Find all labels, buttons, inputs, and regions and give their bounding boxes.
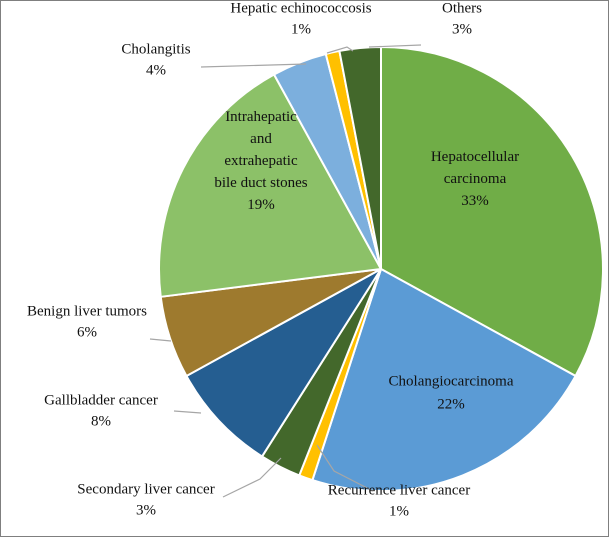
leader-line-2 <box>316 444 374 492</box>
leader-lines <box>149 44 422 498</box>
slice-percent-2: 1% <box>389 504 409 520</box>
slice-label-7: Cholangitis 4% <box>121 42 190 79</box>
pie-slices <box>158 45 604 492</box>
slice-percent-1: 22% <box>437 397 465 413</box>
slice-name-6: and <box>250 131 272 147</box>
slice-label-1: Cholangiocarcinoma 22% <box>389 374 514 413</box>
slice-name-0: carcinoma <box>444 171 507 187</box>
slice-percent-5: 6% <box>77 325 97 341</box>
slice-name-3: Secondary liver cancer <box>77 482 214 498</box>
slice-name-8: Hepatic echinococcosis <box>230 1 371 17</box>
slice-name-6: extrahepatic <box>224 153 298 169</box>
slice-name-5: Benign liver tumors <box>27 304 147 320</box>
slice-name-1: Cholangiocarcinoma <box>389 374 514 390</box>
leader-line-8 <box>326 46 354 54</box>
slice-name-2: Recurrence liver cancer <box>328 483 470 499</box>
slice-label-0: Hepatocellular carcinoma 33% <box>431 149 519 209</box>
leader-line-5 <box>149 338 172 342</box>
slice-percent-9: 3% <box>452 22 472 38</box>
slice-label-6: Intrahepatic and extrahepatic bile duct sto… <box>214 109 307 213</box>
slice-name-6: bile duct stones <box>214 175 307 191</box>
slice-label-9: Others 3% <box>442 1 482 38</box>
slice-name-6: Intrahepatic <box>225 109 297 125</box>
slice-percent-6: 19% <box>247 197 275 213</box>
slice-label-2: Recurrence liver cancer 1% <box>328 483 470 520</box>
slice-label-3: Secondary liver cancer 3% <box>77 482 214 519</box>
leader-line-9 <box>368 44 422 48</box>
leader-line-3 <box>222 457 282 498</box>
leader-line-4 <box>173 410 202 414</box>
pie-slice-6 <box>158 73 383 298</box>
slice-name-0: Hepatocellular <box>431 149 519 165</box>
slice-labels: Hepatocellular carcinoma 33% Cholangiocarci… <box>27 1 519 520</box>
slice-percent-8: 1% <box>291 22 311 38</box>
slice-percent-3: 3% <box>136 503 156 519</box>
slice-label-4: Gallbladder cancer 8% <box>44 393 158 430</box>
slice-name-9: Others <box>442 1 482 17</box>
leader-line-7 <box>200 63 307 68</box>
slice-label-5: Benign liver tumors 6% <box>27 304 147 341</box>
slice-name-4: Gallbladder cancer <box>44 393 158 409</box>
pie-slice-4 <box>185 268 382 458</box>
slice-percent-0: 33% <box>461 193 489 209</box>
slice-name-7: Cholangitis <box>121 42 190 58</box>
pie-slice-1 <box>311 267 577 492</box>
pie-slice-0 <box>380 45 604 378</box>
slice-percent-7: 4% <box>146 63 166 79</box>
slice-label-8: Hepatic echinococcosis 1% <box>230 1 371 38</box>
slice-percent-4: 8% <box>91 414 111 430</box>
